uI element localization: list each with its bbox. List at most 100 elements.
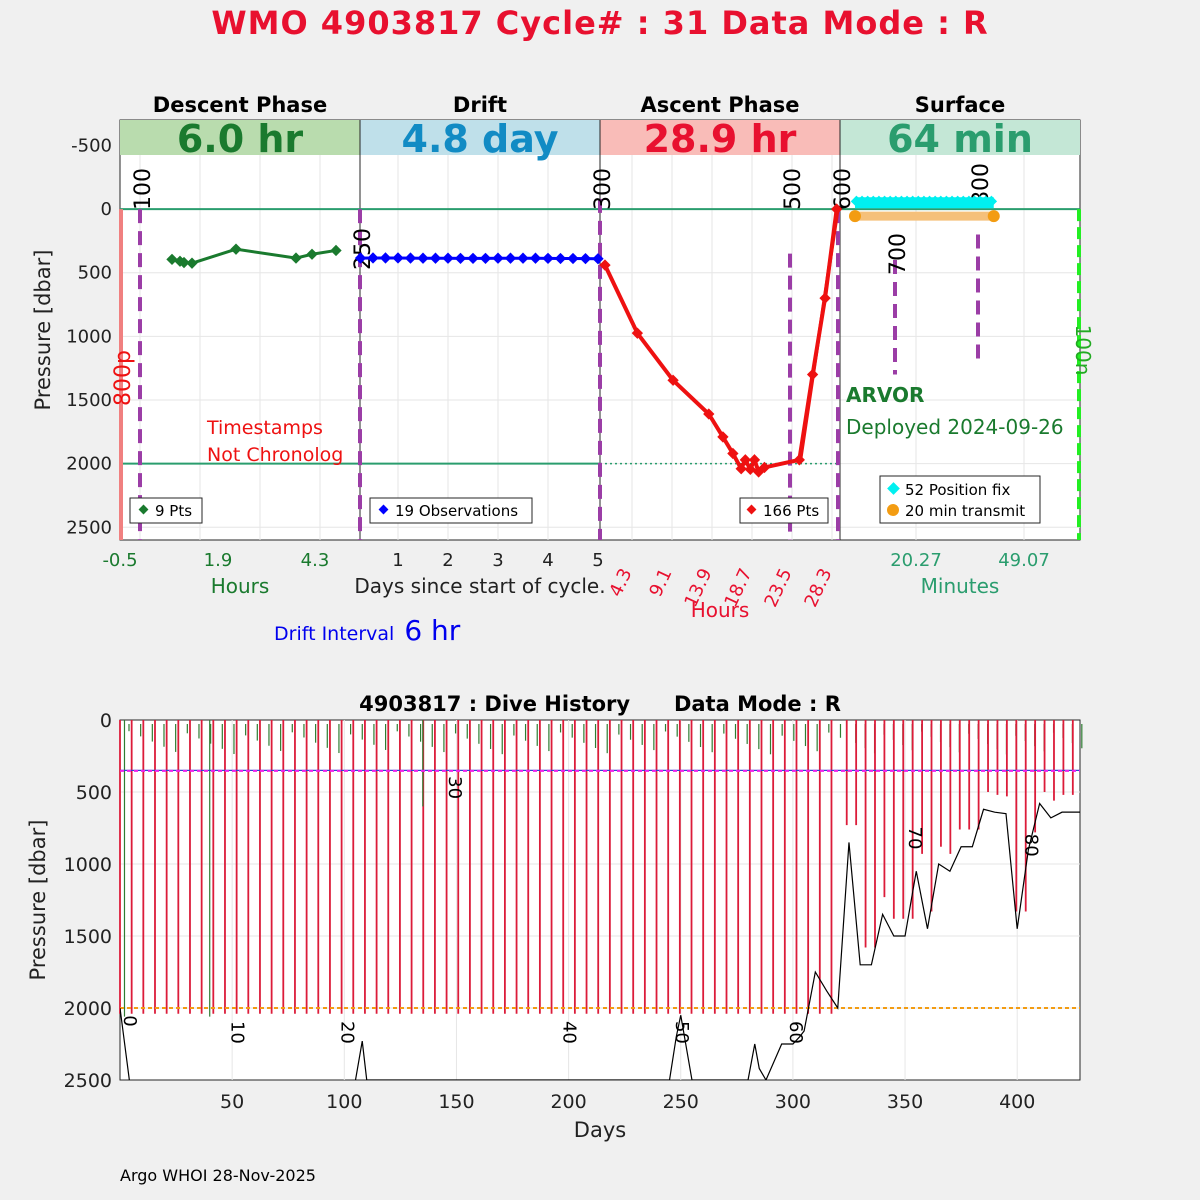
drift-interval-value: 6 hr xyxy=(404,614,461,647)
history-x-tick: 150 xyxy=(438,1091,474,1113)
transmit-point xyxy=(987,210,1000,223)
history-title: 4903817 : Dive History Data Mode : R xyxy=(359,692,841,716)
ascent-x-tick: 28.3 xyxy=(801,565,837,610)
drift-x-tick: 3 xyxy=(492,550,503,571)
cycle-label: 60 xyxy=(785,1021,806,1044)
history-y-label: Pressure [dbar] xyxy=(26,820,50,981)
drift-point xyxy=(542,252,554,265)
ascent-point xyxy=(727,447,739,460)
descent-x-tick: 4.3 xyxy=(301,550,330,571)
ascent-point xyxy=(793,454,805,466)
drift-interval: Drift Interval 6 hr xyxy=(274,614,460,647)
marker-label: 600 xyxy=(831,168,856,210)
history-x-tick: 200 xyxy=(550,1091,586,1113)
cycle-label: 40 xyxy=(559,1021,580,1044)
phase-band xyxy=(840,120,1080,155)
history-x-tick: 250 xyxy=(663,1091,699,1113)
cycle-label: 30 xyxy=(444,776,465,799)
marker-label: 300 xyxy=(591,168,616,210)
descent-point xyxy=(178,256,190,269)
deployed-label: Deployed 2024-09-26 xyxy=(846,415,1064,439)
ascent-x-label: Hours xyxy=(691,598,750,622)
ascent-point xyxy=(744,463,756,476)
y-axis-label: Pressure [dbar] xyxy=(31,250,55,411)
ascent-dense-band xyxy=(798,206,840,463)
legend-box xyxy=(369,497,533,524)
y-tick-label: -500 xyxy=(71,135,112,156)
ascent-x-tick: 4.3 xyxy=(605,565,636,600)
ascent-point xyxy=(806,368,819,381)
ascent-point xyxy=(599,259,611,271)
y-tick-label: 2500 xyxy=(66,517,112,538)
descent-x-tick: -0.5 xyxy=(102,550,137,571)
chart-title: WMO 4903817 Cycle# : 31 Data Mode : R xyxy=(211,4,989,42)
descent-point xyxy=(330,244,342,257)
phase-band xyxy=(600,120,840,155)
drift-point xyxy=(454,252,467,265)
marker-label: 100 xyxy=(131,168,156,210)
drift-point xyxy=(579,252,592,265)
label-800p: 800p xyxy=(111,350,136,406)
y-tick-label: 1500 xyxy=(66,390,112,411)
bottom-pressure-line xyxy=(120,802,1080,1080)
legend-text: 166 Pts xyxy=(763,502,819,520)
float-type-label: ARVOR xyxy=(846,383,924,407)
ascent-point xyxy=(735,463,747,475)
cycle-label: 50 xyxy=(671,1021,692,1044)
legend-text: 19 Observations xyxy=(395,502,518,520)
history-y-tick: 500 xyxy=(76,782,112,804)
drift-interval-label: Drift Interval xyxy=(274,623,395,645)
descent-point xyxy=(290,252,302,264)
y-tick-label: 2000 xyxy=(66,454,112,475)
history-x-tick: 400 xyxy=(999,1091,1035,1113)
legend-box xyxy=(879,475,1041,524)
cycle-label: 10 xyxy=(227,1021,248,1044)
legend-marker xyxy=(746,504,757,515)
descent-point xyxy=(186,257,198,269)
phase-heading: Descent Phase xyxy=(153,93,327,117)
history-y-tick: 0 xyxy=(100,710,112,732)
phase-band xyxy=(360,120,600,155)
drift-x-tick: 1 xyxy=(392,550,403,571)
history-x-tick: 100 xyxy=(326,1091,362,1113)
drift-point xyxy=(479,252,492,265)
marker-label: 250 xyxy=(351,228,376,270)
phase-heading: Ascent Phase xyxy=(641,93,800,117)
phase-duration: 28.9 hr xyxy=(644,117,797,161)
ascent-point xyxy=(703,408,715,420)
plot-area-history xyxy=(119,719,1081,1081)
drift-point xyxy=(354,252,367,264)
ascent-x-tick: 9.1 xyxy=(645,565,676,600)
cycle-label: 20 xyxy=(337,1021,358,1044)
history-y-tick: 2500 xyxy=(64,1070,112,1092)
history-x-tick: 300 xyxy=(775,1091,811,1113)
history-y-tick: 1000 xyxy=(64,854,112,876)
legend-marker xyxy=(138,504,149,515)
ascent-point xyxy=(748,454,761,466)
drift-x-label: Days since start of cycle. xyxy=(354,574,605,598)
history-y-tick: 1500 xyxy=(64,926,112,948)
timestamps-note: Timestamps xyxy=(206,417,323,439)
ascent-point xyxy=(758,461,771,474)
phase-duration: 4.8 day xyxy=(402,117,559,161)
history-x-label: Days xyxy=(574,1118,626,1142)
drift-x-tick: 4 xyxy=(542,550,553,571)
phase-heading: Surface xyxy=(915,93,1005,117)
history-x-tick: 350 xyxy=(887,1091,923,1113)
legend-marker xyxy=(378,504,389,515)
surface-x-tick: 49.07 xyxy=(998,550,1050,571)
position-fix-point xyxy=(985,195,998,207)
marker-label: 700 xyxy=(886,233,911,275)
cycle-label: 0 xyxy=(119,1015,140,1026)
ascent-point xyxy=(631,327,644,339)
descent-point xyxy=(306,248,318,260)
legend-text: 9 Pts xyxy=(155,502,192,520)
ascent-point xyxy=(717,431,729,443)
marker-label: 500 xyxy=(781,168,806,210)
timestamps-note: Not Chronolog xyxy=(207,444,343,466)
surface-x-tick: 20.27 xyxy=(890,550,942,571)
drift-point xyxy=(404,252,417,264)
phase-duration: 6.0 hr xyxy=(177,117,304,161)
ascent-point xyxy=(831,203,843,215)
history-x-tick: 50 xyxy=(220,1091,244,1113)
